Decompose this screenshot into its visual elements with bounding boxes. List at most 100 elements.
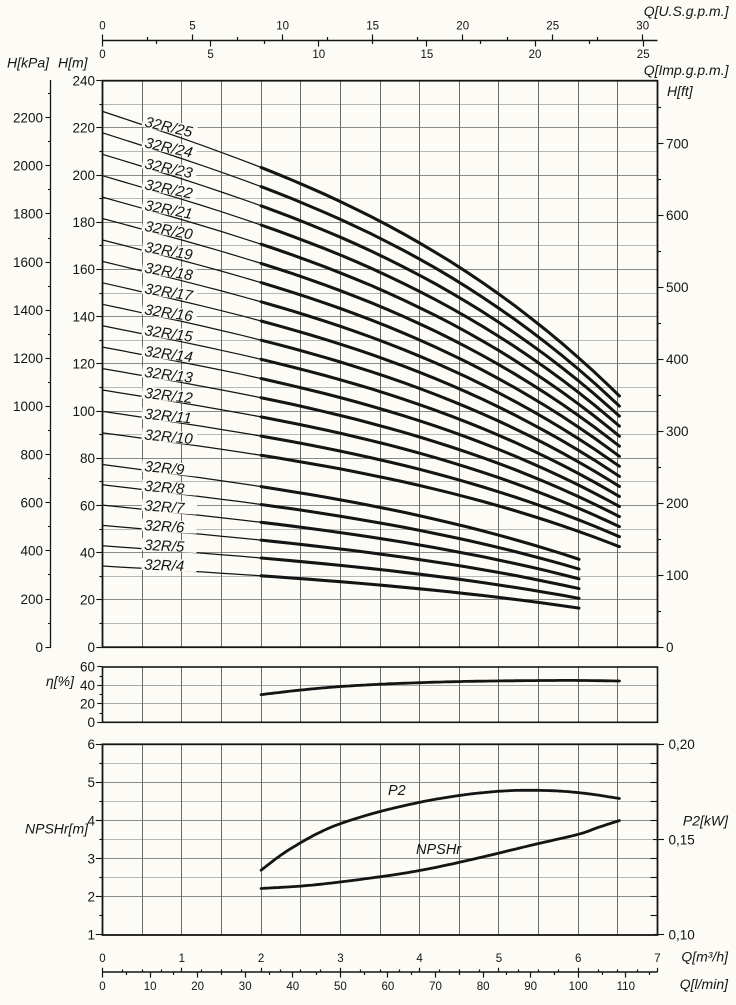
svg-text:140: 140 <box>72 309 95 324</box>
svg-text:32R/11: 32R/11 <box>144 406 193 428</box>
svg-text:32R/16: 32R/16 <box>143 301 194 325</box>
svg-text:60: 60 <box>80 498 95 513</box>
svg-text:P2[kW]: P2[kW] <box>683 813 729 829</box>
svg-text:0,20: 0,20 <box>669 737 695 752</box>
svg-text:10: 10 <box>144 981 157 993</box>
svg-text:32R/13: 32R/13 <box>144 364 195 387</box>
svg-text:1200: 1200 <box>13 351 43 366</box>
svg-text:Q[m³/h]: Q[m³/h] <box>681 949 729 965</box>
svg-text:Q[Imp.g.p.m.]: Q[Imp.g.p.m.] <box>644 62 730 78</box>
svg-text:10: 10 <box>276 21 289 33</box>
svg-text:0: 0 <box>666 640 674 655</box>
svg-text:0: 0 <box>99 49 105 61</box>
svg-text:0,15: 0,15 <box>669 832 695 847</box>
svg-text:32R/12: 32R/12 <box>144 385 195 407</box>
svg-text:15: 15 <box>421 49 434 61</box>
svg-text:32R/15: 32R/15 <box>143 322 194 346</box>
svg-text:500: 500 <box>666 280 689 295</box>
svg-text:H[ft]: H[ft] <box>667 83 694 99</box>
svg-text:32R/14: 32R/14 <box>143 343 193 366</box>
svg-text:32R/5: 32R/5 <box>144 537 185 556</box>
svg-text:1400: 1400 <box>13 303 43 318</box>
svg-text:400: 400 <box>666 352 689 367</box>
svg-text:200: 200 <box>72 168 95 183</box>
svg-text:70: 70 <box>429 981 442 993</box>
svg-text:60: 60 <box>80 660 95 675</box>
svg-text:40: 40 <box>80 678 95 693</box>
svg-text:5: 5 <box>189 21 195 33</box>
svg-text:η[%]: η[%] <box>46 673 75 689</box>
svg-text:120: 120 <box>72 357 95 372</box>
svg-text:0,10: 0,10 <box>669 928 695 943</box>
svg-text:0: 0 <box>99 981 105 993</box>
svg-text:5: 5 <box>496 953 502 965</box>
svg-text:240: 240 <box>72 73 95 88</box>
svg-text:0: 0 <box>99 953 105 965</box>
svg-text:180: 180 <box>72 215 95 230</box>
svg-text:600: 600 <box>666 208 689 223</box>
svg-text:32R/9: 32R/9 <box>144 458 186 479</box>
svg-text:32R/4: 32R/4 <box>144 557 185 576</box>
svg-text:200: 200 <box>666 496 689 511</box>
svg-text:20: 20 <box>80 697 95 712</box>
svg-text:3: 3 <box>87 851 95 866</box>
svg-text:H[m]: H[m] <box>58 55 89 71</box>
svg-text:3: 3 <box>337 953 343 965</box>
svg-text:600: 600 <box>20 496 43 511</box>
svg-text:7: 7 <box>654 953 660 965</box>
svg-text:200: 200 <box>20 592 43 607</box>
svg-text:100: 100 <box>72 404 95 419</box>
svg-text:32R/8: 32R/8 <box>144 478 186 498</box>
svg-text:5: 5 <box>207 49 213 61</box>
svg-text:NPSHr: NPSHr <box>416 842 462 858</box>
svg-text:80: 80 <box>477 981 490 993</box>
svg-text:20: 20 <box>529 49 542 61</box>
svg-text:0: 0 <box>99 21 105 33</box>
svg-text:40: 40 <box>286 981 299 993</box>
svg-text:P2: P2 <box>388 783 406 799</box>
svg-text:90: 90 <box>524 981 537 993</box>
svg-text:5: 5 <box>87 775 95 790</box>
svg-text:2: 2 <box>258 953 264 965</box>
svg-text:6: 6 <box>87 737 95 752</box>
svg-text:800: 800 <box>20 447 43 462</box>
svg-text:25: 25 <box>546 21 559 33</box>
svg-text:400: 400 <box>20 544 43 559</box>
svg-text:0: 0 <box>87 715 95 730</box>
svg-text:4: 4 <box>416 953 423 965</box>
svg-text:15: 15 <box>366 21 379 33</box>
svg-text:1600: 1600 <box>13 255 43 270</box>
svg-text:32R/7: 32R/7 <box>144 497 186 517</box>
svg-text:30: 30 <box>636 21 649 33</box>
svg-text:300: 300 <box>666 424 689 439</box>
svg-text:2: 2 <box>87 890 95 905</box>
svg-text:10: 10 <box>312 49 325 61</box>
svg-text:60: 60 <box>382 981 395 993</box>
svg-text:20: 20 <box>191 981 204 993</box>
svg-text:80: 80 <box>80 451 95 466</box>
svg-text:1000: 1000 <box>13 399 43 414</box>
svg-text:40: 40 <box>80 546 95 561</box>
svg-text:2200: 2200 <box>13 110 43 125</box>
svg-text:30: 30 <box>239 981 252 993</box>
svg-text:100: 100 <box>666 568 689 583</box>
svg-text:1: 1 <box>87 928 95 943</box>
svg-text:50: 50 <box>334 981 347 993</box>
svg-text:H[kPa]: H[kPa] <box>7 55 50 71</box>
svg-text:0: 0 <box>35 640 43 655</box>
svg-text:32R/6: 32R/6 <box>144 517 186 536</box>
svg-text:20: 20 <box>456 21 469 33</box>
svg-text:1: 1 <box>179 953 185 965</box>
svg-text:1800: 1800 <box>13 207 43 222</box>
svg-text:0: 0 <box>87 640 95 655</box>
svg-text:20: 20 <box>80 593 95 608</box>
svg-text:Q[U.S.g.p.m.]: Q[U.S.g.p.m.] <box>644 3 730 19</box>
svg-text:220: 220 <box>72 121 95 136</box>
svg-text:32R/10: 32R/10 <box>144 427 194 448</box>
svg-text:NPSHr[m]: NPSHr[m] <box>25 821 89 837</box>
svg-text:2000: 2000 <box>13 159 43 174</box>
svg-text:160: 160 <box>72 262 95 277</box>
svg-text:6: 6 <box>575 953 581 965</box>
svg-text:4: 4 <box>87 813 95 828</box>
svg-text:Q[l/min]: Q[l/min] <box>680 976 729 992</box>
